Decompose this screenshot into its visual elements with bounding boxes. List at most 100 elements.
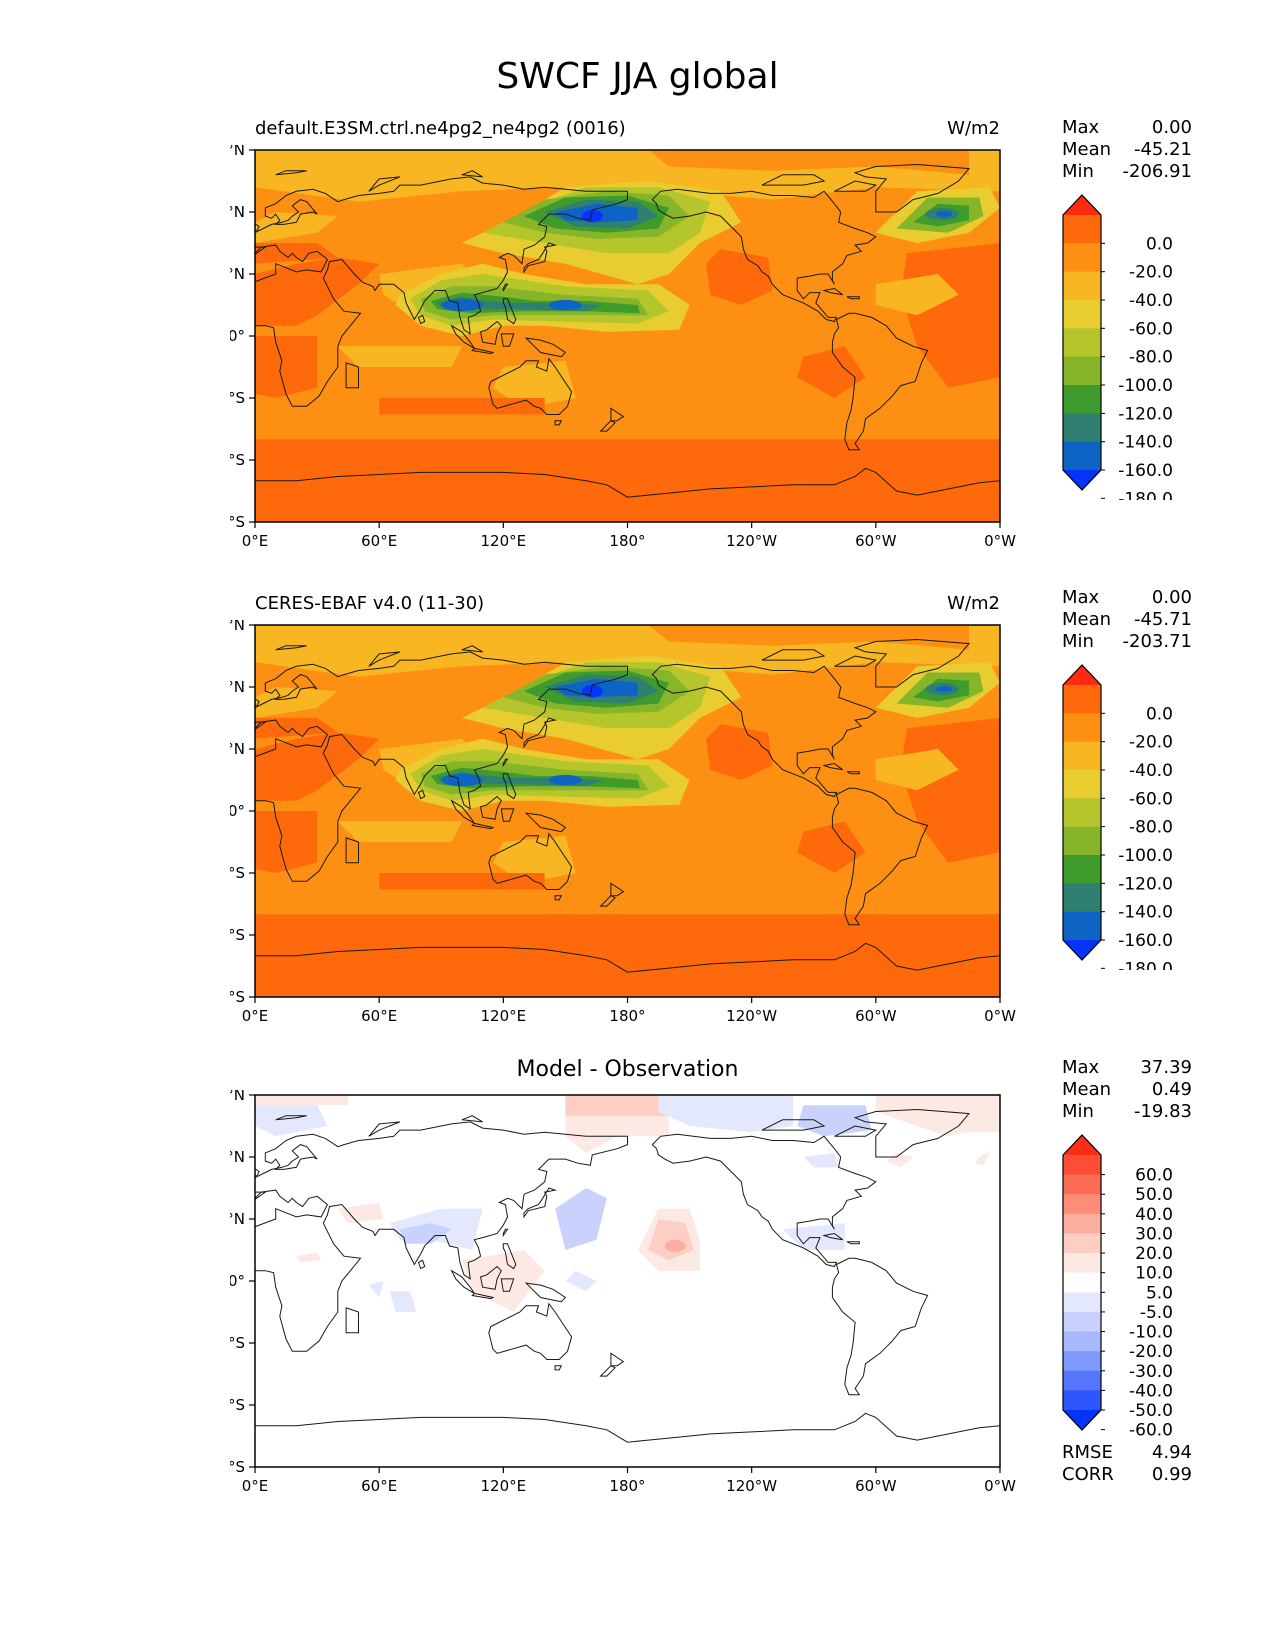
coastline bbox=[502, 773, 517, 800]
lon-tick-label: 0°E bbox=[242, 1007, 269, 1025]
colorbar-extend-bottom bbox=[1063, 1410, 1101, 1430]
coastline bbox=[554, 895, 563, 901]
coastline bbox=[523, 717, 558, 749]
colorbar-swatch bbox=[1063, 1155, 1101, 1176]
coastline bbox=[822, 287, 843, 296]
coastline bbox=[488, 832, 573, 890]
colorbar-label: 20.0 bbox=[1135, 1244, 1173, 1264]
colorbar-label: 5.0 bbox=[1146, 1283, 1173, 1303]
colorbar-label: 0.0 bbox=[1146, 234, 1173, 254]
stat-max-label: Max bbox=[1062, 117, 1100, 138]
lat-tick-label: 0° bbox=[230, 1272, 245, 1290]
coastline bbox=[502, 298, 517, 325]
stats-obs: Max 0.00 Mean -45.71 Min -203.71 bbox=[1062, 587, 1192, 653]
colorbar-swatch bbox=[1063, 1272, 1101, 1293]
colorbar-label: -60.0 bbox=[1129, 319, 1173, 339]
lon-tick-label: 180° bbox=[609, 1477, 645, 1495]
lat-tick-label: 60°N bbox=[230, 203, 245, 221]
coastline bbox=[234, 697, 242, 703]
coastline bbox=[761, 1119, 826, 1131]
lat-tick-label: 60°S bbox=[230, 451, 245, 469]
colorbar-swatch bbox=[1063, 741, 1101, 771]
coastline bbox=[651, 188, 877, 323]
coastline bbox=[500, 333, 515, 347]
colorbar-swatch bbox=[1063, 770, 1101, 799]
colorbar-label: -20.0 bbox=[1129, 263, 1173, 283]
coastline bbox=[488, 1302, 573, 1360]
colorbar-swatch bbox=[1063, 385, 1101, 414]
coastline bbox=[502, 758, 509, 768]
stat-max-value: 0.00 bbox=[1151, 117, 1192, 138]
coastline bbox=[523, 242, 558, 274]
colorbar-model: 0.0 -20.0 -40.0 -60.0 -80.0 -100.0 -120.0 -140.… bbox=[1062, 194, 1173, 500]
lat-tick-label: 90°S bbox=[230, 513, 245, 531]
colorbar-swatch bbox=[1063, 271, 1101, 301]
stat-mean-value: -45.71 bbox=[1133, 609, 1192, 630]
colorbar-swatch bbox=[1063, 1194, 1101, 1215]
coastline bbox=[853, 1108, 971, 1158]
coastline bbox=[599, 895, 616, 907]
colorbar-label: -10.0 bbox=[1129, 1323, 1173, 1343]
colorbar-label: -40.0 bbox=[1129, 761, 1173, 781]
coastlines bbox=[234, 638, 1000, 997]
stat-mean-label: Mean bbox=[1062, 609, 1112, 630]
stat-min-label: Min bbox=[1062, 161, 1094, 182]
colorbar-swatch bbox=[1063, 713, 1101, 743]
colorbar-swatch bbox=[1063, 1233, 1101, 1254]
stat-rmse-label: RMSE bbox=[1062, 1442, 1113, 1463]
colorbar-swatch bbox=[1063, 883, 1101, 913]
lon-tick-label: 120°E bbox=[481, 532, 527, 550]
stat-min-label: Min bbox=[1062, 631, 1094, 652]
colorbar-label: -60.0 bbox=[1129, 1421, 1173, 1440]
colorbar-label: -180.0 bbox=[1118, 959, 1173, 970]
colorbar-swatch bbox=[1063, 243, 1101, 273]
colorbar-diff: 60.050.040.030.020.010.05.0-5.0-10.0-20.… bbox=[1062, 1134, 1173, 1440]
coastline bbox=[417, 1259, 426, 1270]
lat-tick-label: 30°S bbox=[230, 1334, 245, 1352]
coastline bbox=[651, 663, 877, 798]
coastline bbox=[345, 362, 359, 389]
colorbar-label: 30.0 bbox=[1135, 1224, 1173, 1244]
coastline bbox=[846, 771, 860, 775]
coastline bbox=[524, 1282, 567, 1303]
lon-tick-label: 0°W bbox=[984, 532, 1016, 550]
coastline bbox=[651, 1133, 877, 1268]
colorbar-swatch bbox=[1063, 1213, 1101, 1234]
coastline bbox=[255, 698, 260, 707]
coastline bbox=[480, 795, 502, 820]
coastline bbox=[275, 1115, 307, 1121]
lon-tick-label: 0°E bbox=[242, 532, 269, 550]
coastline bbox=[255, 942, 1000, 997]
colorbar-label: -30.0 bbox=[1129, 1362, 1173, 1382]
stat-mean-label: Mean bbox=[1062, 1079, 1112, 1100]
coastline bbox=[831, 1257, 929, 1396]
lon-tick-label: 180° bbox=[609, 532, 645, 550]
coastline bbox=[480, 1265, 502, 1290]
coastline bbox=[255, 1121, 628, 1352]
coastline bbox=[554, 420, 563, 426]
coastline bbox=[234, 1167, 242, 1173]
coastline bbox=[524, 337, 567, 358]
colorbar-label: -80.0 bbox=[1129, 818, 1173, 838]
lon-tick-label: 120°E bbox=[481, 1007, 527, 1025]
colorbar-label: 10.0 bbox=[1135, 1264, 1173, 1284]
lon-tick-label: 180° bbox=[609, 1007, 645, 1025]
colorbar-swatch bbox=[1063, 441, 1101, 471]
stat-corr-value: 0.99 bbox=[1151, 1464, 1192, 1485]
coastline bbox=[480, 320, 502, 345]
figure-title: SWCF JJA global bbox=[496, 56, 779, 97]
stat-min-value: -19.83 bbox=[1133, 1101, 1192, 1122]
coastline bbox=[822, 1232, 843, 1241]
lon-tick-label: 60°E bbox=[361, 1477, 397, 1495]
colorbar-label: -20.0 bbox=[1129, 733, 1173, 753]
coastline bbox=[761, 649, 826, 661]
lon-tick-label: 120°W bbox=[726, 1007, 777, 1025]
coastline bbox=[275, 645, 307, 651]
colorbar-label: -20.0 bbox=[1129, 1342, 1173, 1362]
coastline bbox=[500, 1278, 515, 1292]
colorbar-label: 50.0 bbox=[1135, 1185, 1173, 1205]
coastline bbox=[461, 1115, 483, 1123]
lat-tick-label: 30°N bbox=[230, 1210, 245, 1228]
stats-diff-extra: RMSE 4.94 CORR 0.99 bbox=[1062, 1442, 1192, 1486]
colorbar-extend-top bbox=[1063, 1135, 1101, 1155]
